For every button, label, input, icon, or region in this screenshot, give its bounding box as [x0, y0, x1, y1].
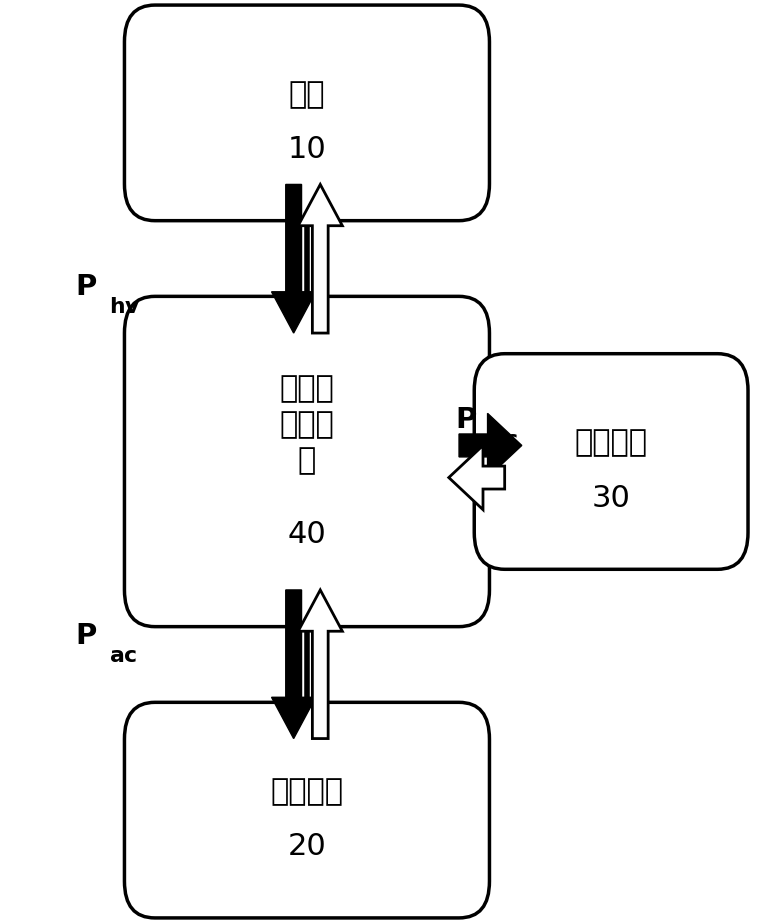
- FancyBboxPatch shape: [124, 296, 489, 627]
- Text: $\mathbf{dc}$: $\mathbf{dc}$: [489, 430, 519, 450]
- Text: 20: 20: [287, 833, 326, 861]
- Polygon shape: [272, 590, 316, 738]
- Polygon shape: [459, 414, 522, 477]
- Text: $\mathbf{hv}$: $\mathbf{hv}$: [110, 297, 141, 318]
- Polygon shape: [298, 185, 342, 333]
- Text: 40: 40: [287, 521, 326, 549]
- Text: $\mathbf{P}$: $\mathbf{P}$: [75, 622, 97, 650]
- Text: 30: 30: [591, 484, 630, 512]
- Text: 交流微网: 交流微网: [270, 777, 343, 807]
- Text: $\mathbf{P}$: $\mathbf{P}$: [75, 273, 97, 301]
- Polygon shape: [449, 446, 505, 509]
- Text: $\mathbf{ac}$: $\mathbf{ac}$: [110, 646, 138, 666]
- Polygon shape: [272, 185, 316, 333]
- FancyBboxPatch shape: [474, 354, 748, 569]
- FancyBboxPatch shape: [124, 702, 489, 918]
- Polygon shape: [298, 590, 342, 738]
- Text: 主网: 主网: [289, 80, 326, 109]
- Text: 直流微网: 直流微网: [574, 428, 647, 458]
- Text: 10: 10: [287, 135, 326, 164]
- Text: 电力电
子变压
器: 电力电 子变压 器: [280, 375, 334, 475]
- FancyBboxPatch shape: [124, 5, 489, 221]
- Text: $\mathbf{P}$: $\mathbf{P}$: [455, 406, 477, 434]
